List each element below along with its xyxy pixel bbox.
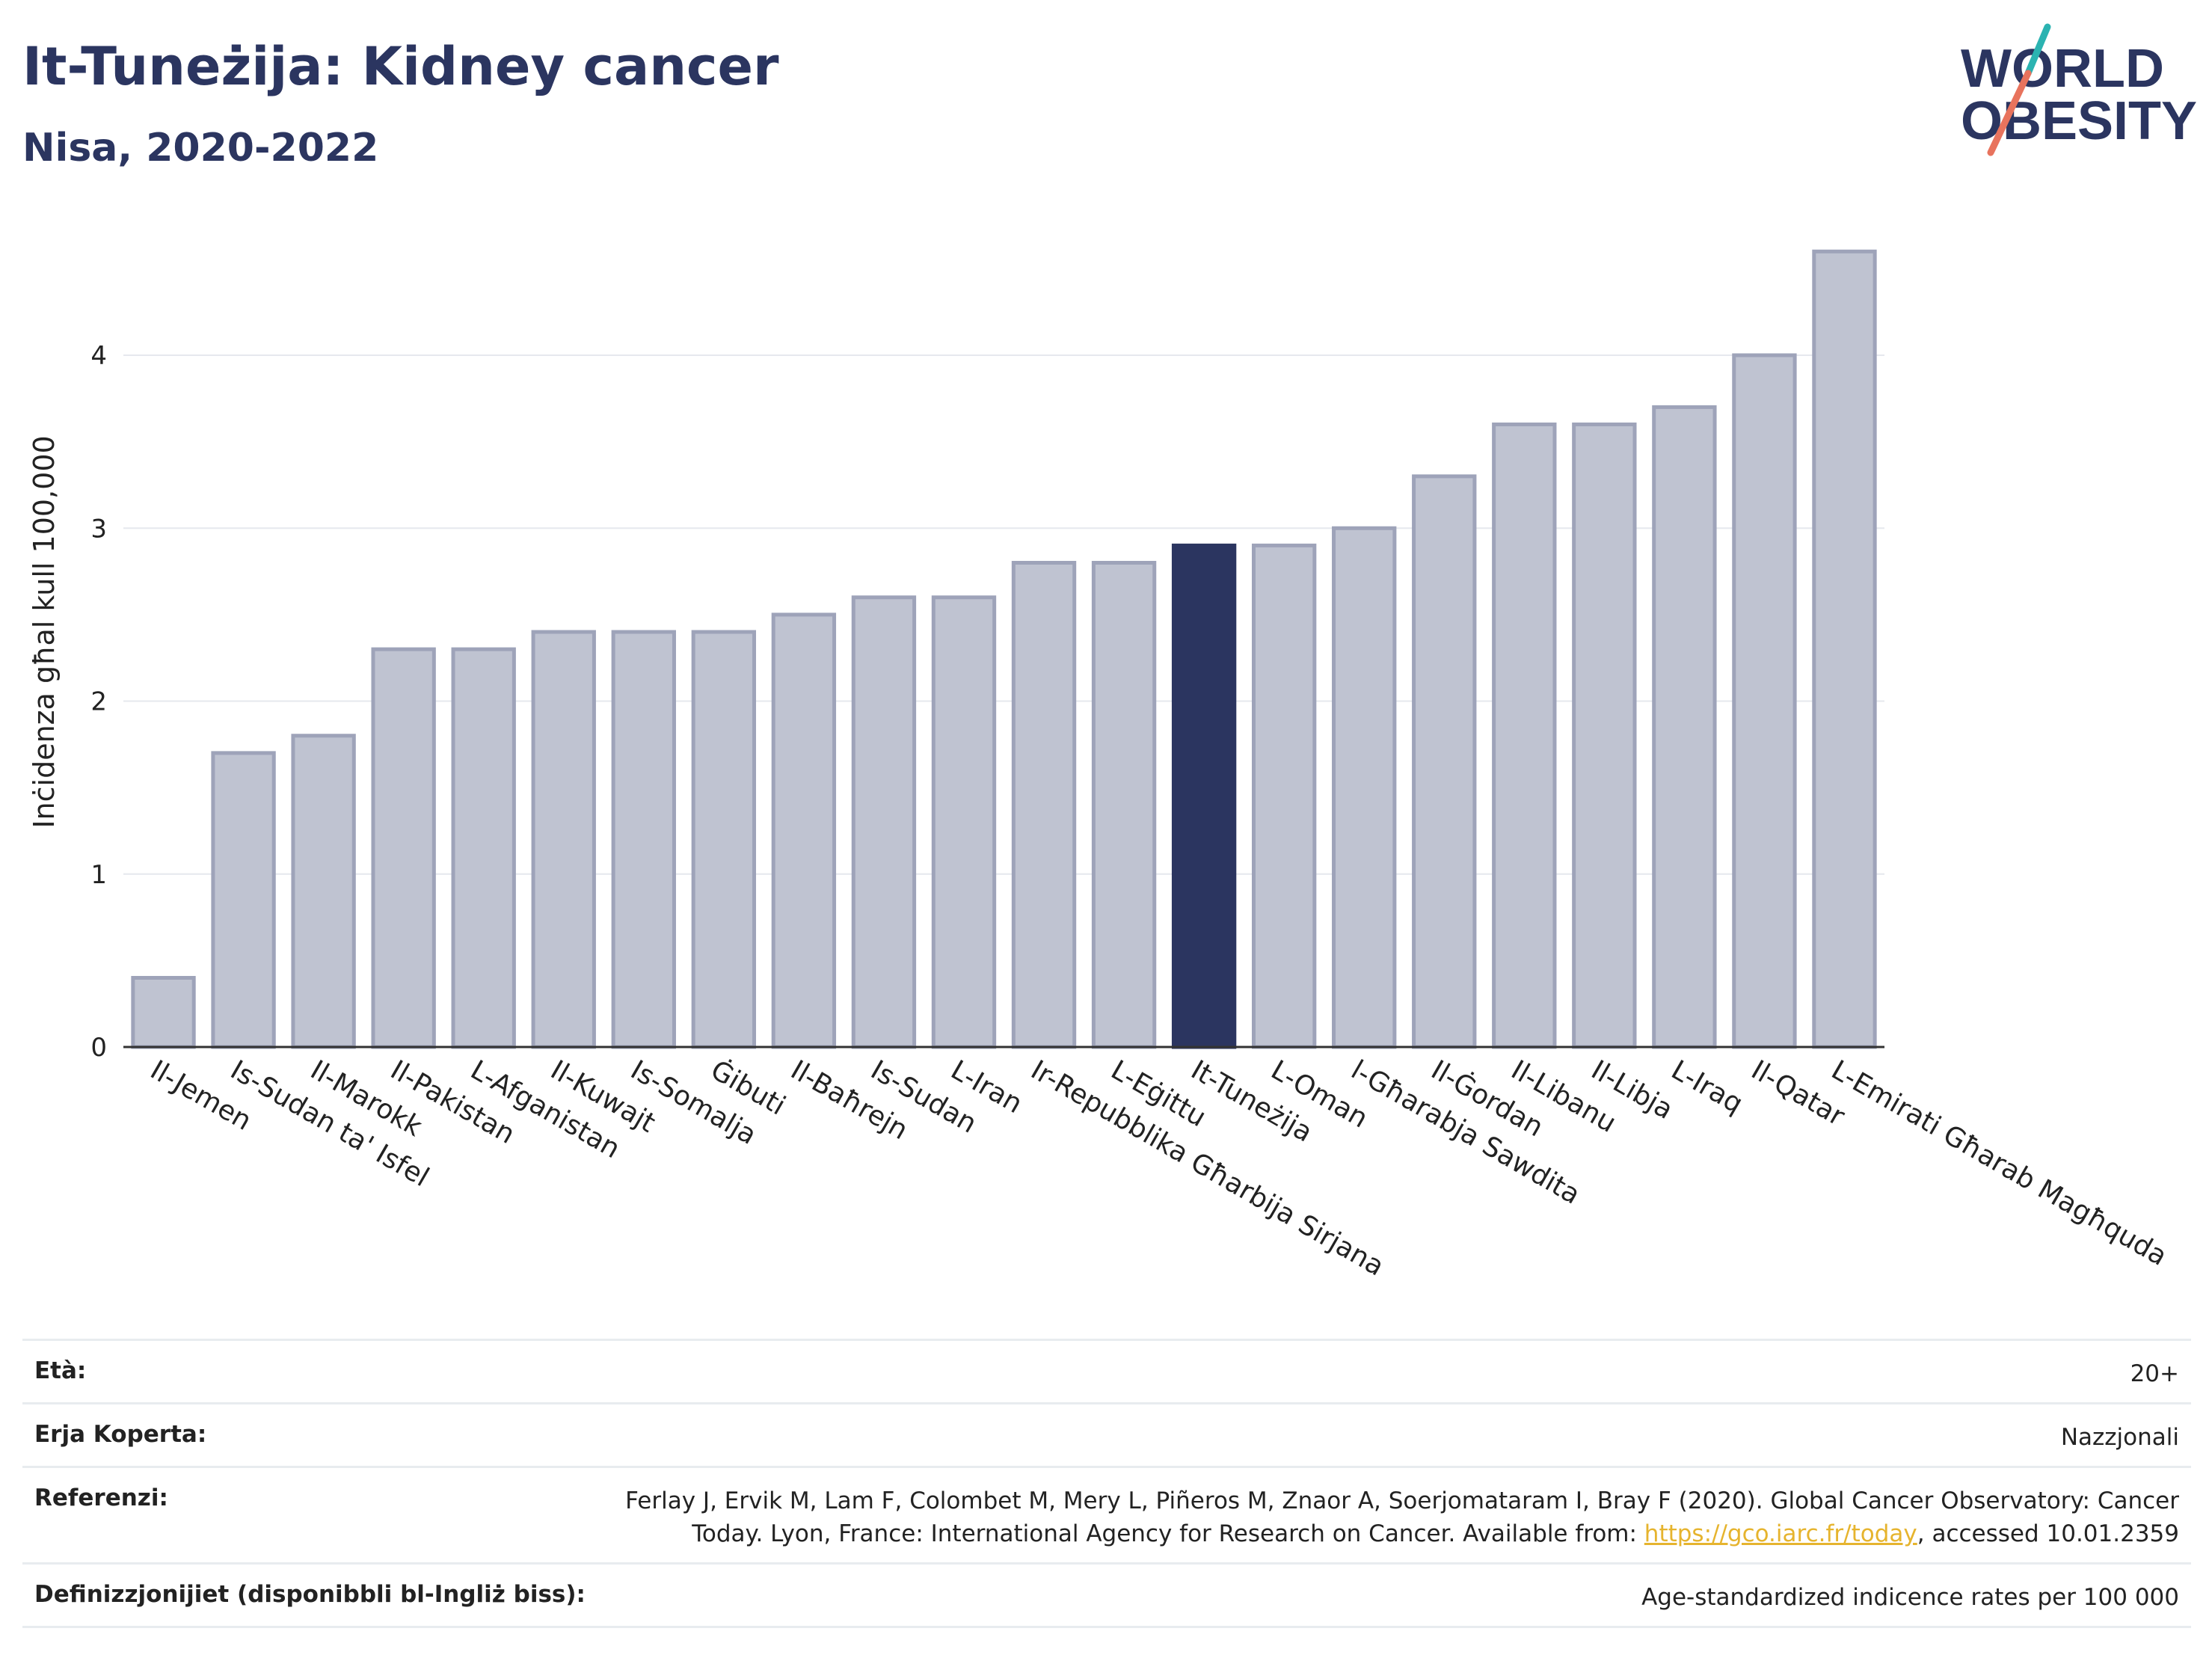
- info-table: Età: 20+ Erja Koperta: Nazzjonali Refere…: [22, 1339, 2191, 1628]
- bar-19: [1652, 405, 1717, 1049]
- logo-line2: OBESITY: [1961, 91, 2197, 151]
- info-label-age: Età:: [34, 1357, 87, 1384]
- logo-slash-teal: [2024, 23, 2051, 77]
- y-tick-label-4: 4: [90, 341, 107, 371]
- bar-3: [371, 647, 436, 1049]
- y-tick-label-2: 2: [90, 687, 107, 717]
- info-row-area: Erja Koperta: Nazzjonali: [22, 1402, 2191, 1466]
- bar-0: [131, 976, 196, 1049]
- reference-text-line2: Today. Lyon, France: International Agenc…: [692, 1520, 1644, 1547]
- info-value-age: 20+: [2130, 1360, 2179, 1387]
- info-label-references: Referenzi:: [34, 1484, 168, 1511]
- bar-7: [691, 630, 757, 1049]
- info-value-definitions: Age-standardized indicence rates per 100…: [1641, 1584, 2179, 1611]
- bar-9: [851, 595, 917, 1049]
- y-tick-label-1: 1: [90, 860, 107, 890]
- bar-10: [931, 595, 997, 1049]
- info-label-area: Erja Koperta:: [34, 1421, 207, 1448]
- bar-6: [611, 630, 676, 1049]
- bar-14: [1251, 543, 1317, 1049]
- reference-link[interactable]: https://gco.iarc.fr/today: [1644, 1520, 1917, 1547]
- bar-13: [1171, 543, 1237, 1049]
- bar-2: [291, 734, 356, 1049]
- info-row-age: Età: 20+: [22, 1339, 2191, 1402]
- info-row-definitions: Definizzjonijiet (disponibbli bl-Ingliż …: [22, 1562, 2191, 1628]
- bar-17: [1492, 423, 1557, 1049]
- bar-1: [211, 751, 276, 1049]
- info-value-area: Nazzjonali: [2060, 1424, 2179, 1451]
- y-tick-label-3: 3: [90, 514, 107, 544]
- reference-text-line1: Ferlay J, Ervik M, Lam F, Colombet M, Me…: [625, 1487, 2179, 1514]
- page-title: It-Tuneżija: Kidney cancer: [22, 36, 779, 97]
- bar-18: [1572, 423, 1637, 1049]
- bar-15: [1332, 526, 1397, 1049]
- bar-16: [1412, 474, 1477, 1049]
- info-label-definitions: Definizzjonijiet (disponibbli bl-Ingliż …: [34, 1581, 586, 1608]
- bar-21: [1812, 249, 1877, 1049]
- x-tick-label-19: L-Iraq: [1666, 1054, 1748, 1120]
- info-value-references: Ferlay J, Ervik M, Lam F, Colombet M, Me…: [625, 1484, 2179, 1550]
- logo-slash-coral: [1987, 70, 2032, 156]
- page-subtitle: Nisa, 2020-2022: [22, 126, 379, 171]
- bar-5: [531, 630, 596, 1049]
- bar-4: [451, 647, 516, 1049]
- y-axis-label: Inċidenza għal kull 100,000: [28, 435, 61, 828]
- bar-20: [1732, 353, 1797, 1049]
- reference-text-accessed: , accessed 10.01.2359: [1917, 1520, 2179, 1547]
- bar-12: [1091, 561, 1157, 1049]
- info-row-references: Referenzi: Ferlay J, Ervik M, Lam F, Col…: [22, 1466, 2191, 1562]
- world-obesity-logo: WORLD OBESITY: [1961, 23, 2197, 156]
- logo-line1: WORLD: [1961, 39, 2164, 99]
- x-tick-label-21: L-Emirati Għarab Magħquda: [1826, 1054, 2172, 1272]
- y-tick-label-0: 0: [90, 1033, 107, 1063]
- bar-8: [771, 612, 837, 1049]
- bar-11: [1011, 561, 1077, 1049]
